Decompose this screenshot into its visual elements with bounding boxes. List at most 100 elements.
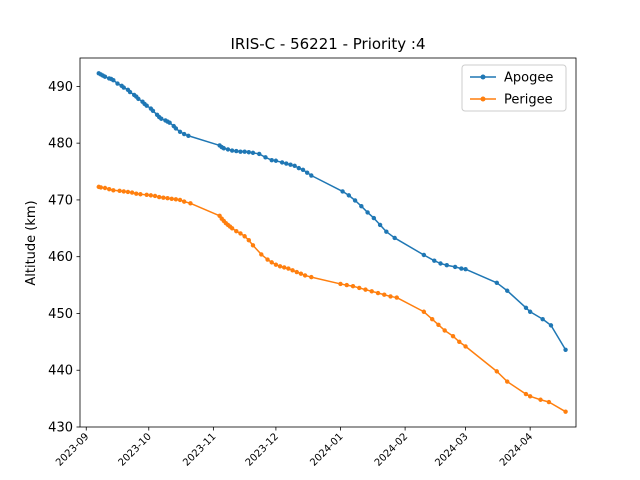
- apogee-data-point: [346, 193, 352, 198]
- apogee-data-point: [238, 149, 243, 154]
- y-tick-label: 460: [48, 250, 73, 265]
- apogee-data-point: [452, 264, 458, 270]
- apogee-data-point: [352, 198, 358, 203]
- apogee-data-point: [250, 150, 256, 155]
- apogee-data-point: [269, 157, 274, 163]
- apogee-data-point: [432, 258, 437, 263]
- y-tick-label: 490: [48, 80, 73, 95]
- perigee-data-point: [121, 189, 126, 194]
- apogee-data-point: [340, 189, 345, 194]
- perigee-data-point: [382, 292, 387, 297]
- apogee-data-point: [494, 280, 500, 286]
- y-axis-label: Altitude (km): [24, 200, 39, 285]
- perigee-data-point: [117, 188, 122, 194]
- perigee-data-point: [290, 268, 295, 273]
- y-tick-label: 480: [48, 137, 73, 152]
- perigee-data-point: [546, 399, 552, 405]
- perigee-data-point: [344, 282, 349, 288]
- y-tick-label: 470: [48, 193, 73, 208]
- apogee-data-point: [421, 252, 427, 258]
- perigee-data-point: [309, 274, 314, 280]
- perigee-data-point: [152, 193, 158, 199]
- apogee-data-point: [167, 120, 172, 125]
- apogee-data-point: [505, 288, 510, 293]
- perigee-data-point: [229, 226, 235, 231]
- apogee-data-point: [292, 163, 297, 169]
- apogee-data-point: [229, 148, 235, 153]
- perigee-data-point: [169, 196, 174, 201]
- perigee-data-point: [238, 231, 243, 236]
- perigee-data-point: [394, 295, 399, 300]
- apogee-data-point: [359, 203, 364, 209]
- apogee-data-point: [384, 229, 389, 234]
- perigee-data-point: [265, 257, 270, 262]
- apogee-data-point: [121, 85, 126, 90]
- apogee-data-point: [221, 146, 226, 151]
- y-tick-label: 440: [48, 364, 73, 379]
- perigee-data-point: [505, 379, 510, 384]
- perigee-data-point: [242, 234, 247, 239]
- perigee-data-point: [156, 194, 162, 200]
- apogee-data-point: [115, 81, 120, 86]
- apogee-data-point: [177, 129, 183, 134]
- perigee-data-point: [134, 191, 139, 196]
- perigee-data-point: [277, 264, 283, 269]
- perigee-data-point: [436, 322, 441, 328]
- perigee-data-point: [111, 188, 116, 193]
- apogee-data-point: [392, 235, 397, 241]
- perigee-data-point: [144, 192, 149, 198]
- perigee-data-point: [388, 294, 393, 299]
- apogee-data-point: [288, 162, 293, 167]
- perigee-data-point: [286, 266, 291, 271]
- apogee-data-point: [173, 126, 179, 131]
- perigee-data-point: [246, 238, 252, 243]
- perigee-data-point: [177, 197, 183, 203]
- perigee-data-point: [250, 243, 256, 248]
- perigee-data-point: [375, 290, 381, 296]
- perigee-data-point: [430, 316, 435, 322]
- y-tick-label: 430: [48, 421, 73, 436]
- apogee-data-point: [234, 148, 239, 154]
- apogee-data-point: [304, 170, 310, 175]
- perigee-data-point: [234, 228, 239, 234]
- apogee-data-point: [540, 316, 545, 322]
- apogee-data-point: [279, 160, 285, 165]
- perigee-data-point: [161, 195, 166, 200]
- apogee-data-point: [284, 161, 289, 166]
- apogee-data-point: [242, 149, 247, 154]
- apogee-data-point: [296, 165, 302, 171]
- apogee-data-point: [246, 150, 252, 155]
- perigee-data-point: [148, 193, 154, 198]
- apogee-data-point: [300, 167, 306, 173]
- legend-apogee-marker: [480, 74, 486, 80]
- perigee-data-point: [106, 186, 112, 192]
- apogee-data-point: [182, 131, 187, 137]
- perigee-data-point: [165, 196, 170, 201]
- perigee-data-point: [282, 265, 287, 270]
- apogee-data-point: [186, 133, 191, 138]
- chart-title: IRIS-C - 56221 - Priority :4: [230, 35, 425, 53]
- perigee-data-point: [442, 328, 447, 333]
- apogee-data-point: [127, 89, 133, 95]
- perigee-data-point: [125, 189, 131, 195]
- apogee-data-point: [523, 305, 529, 310]
- perigee-data-point: [302, 273, 308, 278]
- legend: Apogee Perigee: [461, 64, 567, 112]
- perigee-data-point: [363, 287, 368, 292]
- perigee-data-point: [138, 192, 143, 197]
- apogee-data-point: [377, 222, 383, 228]
- perigee-data-point: [538, 397, 543, 402]
- perigee-data-point: [369, 289, 374, 294]
- perigee-data-point: [273, 262, 279, 267]
- apogee-data-point: [150, 108, 156, 114]
- perigee-data-point: [102, 185, 108, 191]
- legend-perigee-label: Perigee: [504, 93, 553, 108]
- perigee-data-point: [463, 344, 468, 349]
- apogee-data-point: [527, 309, 533, 314]
- perigee-data-point: [338, 281, 343, 287]
- perigee-data-point: [298, 271, 304, 276]
- apogee-data-point: [548, 323, 554, 328]
- perigee-data-point: [259, 252, 264, 257]
- apogee-data-point: [263, 155, 268, 160]
- apogee-data-point: [459, 266, 464, 271]
